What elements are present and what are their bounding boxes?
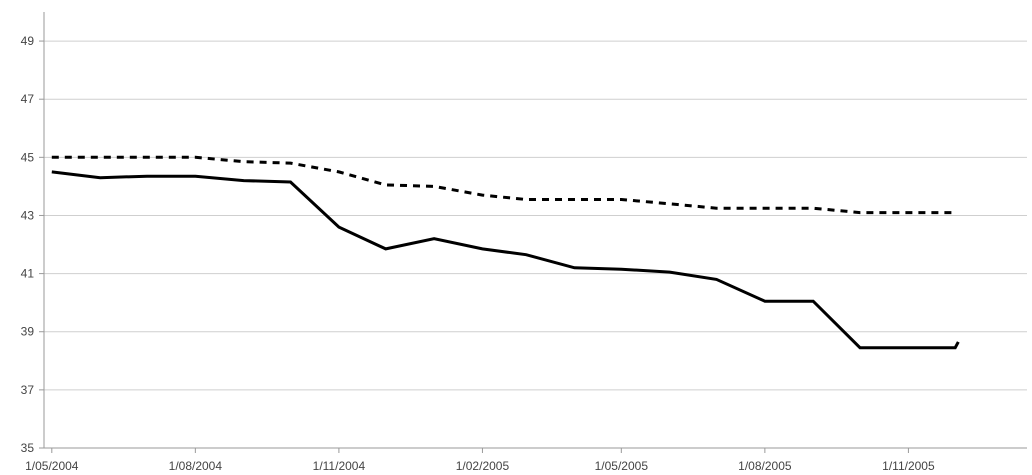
y-tick-label: 45 — [21, 150, 35, 164]
gridlines — [44, 40, 1027, 391]
series-line-dotted — [51, 155, 956, 215]
x-tick-label: 1/11/2005 — [882, 459, 935, 473]
x-tick-label: 1/08/2004 — [169, 459, 223, 473]
x-tick-label: 1/02/2005 — [456, 459, 510, 473]
y-tick-label: 39 — [21, 325, 35, 339]
series-line-solid — [51, 170, 960, 350]
y-tick-label: 43 — [21, 208, 35, 222]
x-axis-ticks: 1/05/2004 1/08/2004 1/11/2004 1/02/2005 1/05… — [25, 448, 935, 473]
y-tick-label: 47 — [21, 92, 35, 106]
y-axis-ticks: 35 37 39 41 43 45 47 49 — [21, 34, 44, 455]
y-tick-label: 41 — [21, 267, 35, 281]
x-tick-label: 1/08/2005 — [738, 459, 792, 473]
y-tick-label: 49 — [21, 34, 35, 48]
x-tick-label: 1/11/2004 — [313, 459, 366, 473]
y-tick-label: 35 — [21, 441, 35, 455]
y-tick-label: 37 — [21, 383, 35, 397]
series-lines — [51, 155, 960, 350]
x-tick-label: 1/05/2005 — [595, 459, 649, 473]
x-tick-label: 1/05/2004 — [25, 459, 79, 473]
